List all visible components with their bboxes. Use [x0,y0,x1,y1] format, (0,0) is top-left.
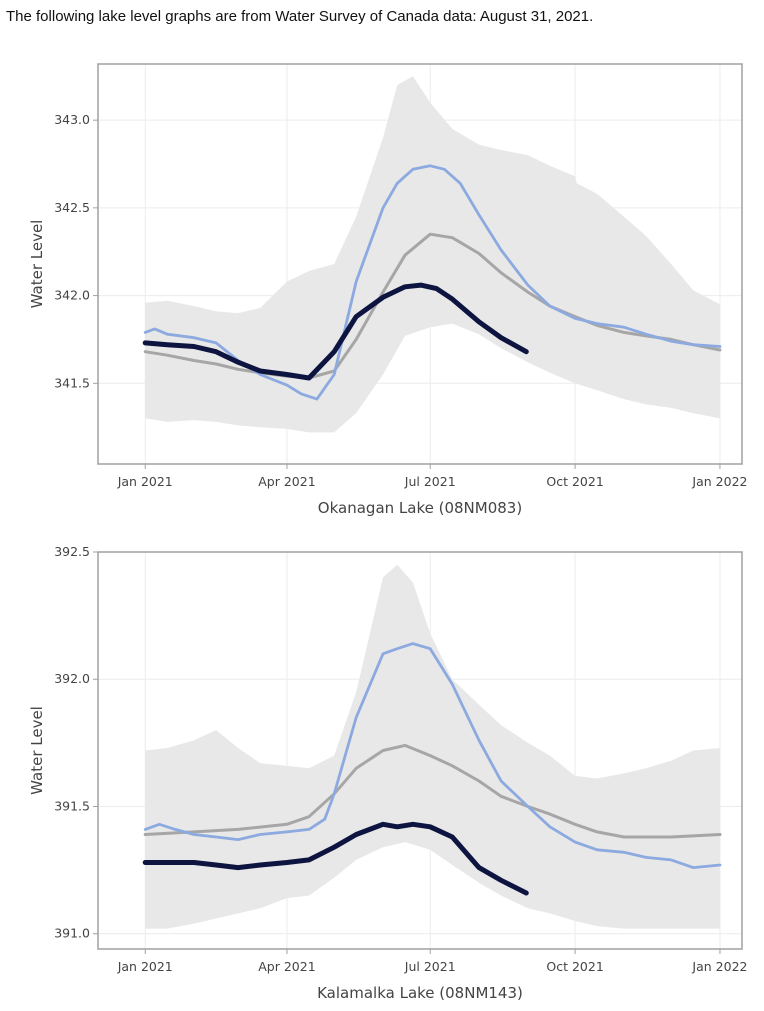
historical-range-band [145,564,720,929]
y-axis-title: Water Level [28,220,46,309]
x-tick-label: Apr 2021 [258,474,315,489]
current-year-line [142,821,529,896]
y-tick-label: 392.0 [54,671,90,686]
x-tick-label: Oct 2021 [546,959,603,974]
x-tick-label: Jul 2021 [404,474,456,489]
x-tick-label: Jan 2022 [691,474,747,489]
x-tick-label: Oct 2021 [546,474,603,489]
x-tick-label: Jan 2021 [117,959,173,974]
current-year-line [142,282,529,381]
historical-mean-line [143,232,722,380]
y-tick-label: 342.5 [54,200,90,215]
y-tick-label: 391.0 [54,926,90,941]
historical-mean-line [143,743,722,839]
y-tick-label: 392.5 [54,544,90,559]
plot-frame [97,63,743,465]
y-tick-label: 343.0 [54,112,90,127]
previous-year-line [143,164,722,401]
x-tick-label: Jul 2021 [404,959,456,974]
y-tick-label: 342.0 [54,288,90,303]
y-axis-title: Water Level [28,706,46,795]
y-tick-label: 341.5 [54,375,90,390]
x-axis-title: Okanagan Lake (08NM083) [318,499,522,517]
previous-year-line [143,642,722,870]
x-axis-title: Kalamalka Lake (08NM143) [317,984,523,1002]
y-tick-label: 391.5 [54,798,90,813]
x-tick-label: Apr 2021 [258,959,315,974]
x-tick-label: Jan 2022 [691,959,747,974]
intro-text: The following lake level graphs are from… [6,8,594,25]
x-tick-label: Jan 2021 [117,474,173,489]
plot-frame [97,551,743,950]
historical-range-band [145,76,720,433]
okanagan-lake-chart: Jan 2021 Apr 2021 Jul 2021 Oct 2021 Jan 2022… [28,63,747,517]
kalamalka-lake-chart: Jan 2021 Apr 2021 Jul 2021 Oct 2021 Jan 2022… [28,544,747,1002]
